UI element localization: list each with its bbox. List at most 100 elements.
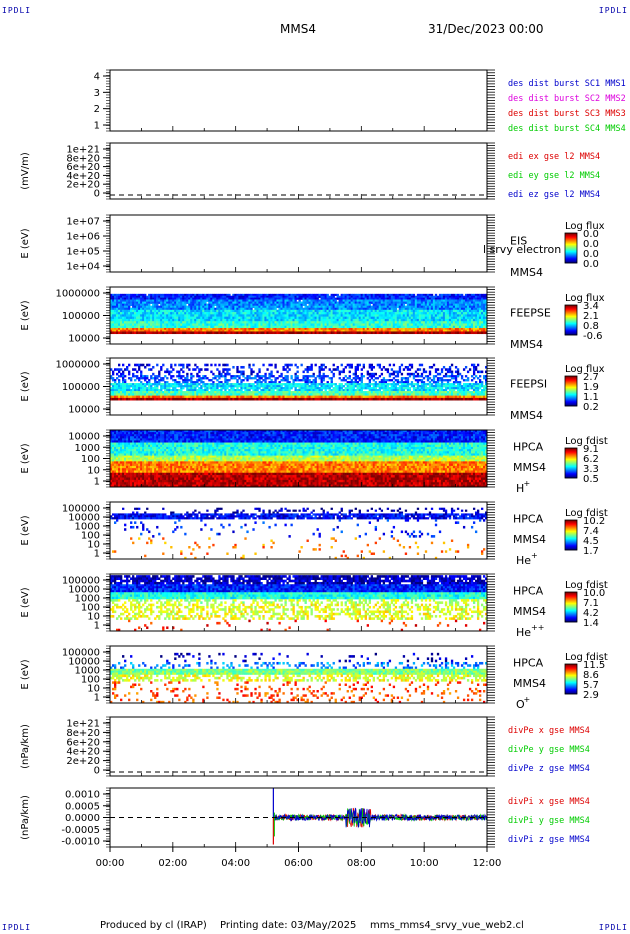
spectrogram-cell [374, 321, 378, 324]
spectrogram-cell [252, 383, 255, 386]
spectrogram-cell [116, 307, 119, 311]
spectrogram-cell [392, 301, 396, 304]
spectrogram-cell [242, 301, 245, 304]
spectrogram-cell [124, 301, 127, 304]
colorbar-step [565, 240, 577, 242]
spectrogram-cell [226, 293, 229, 297]
spectrogram-cell [420, 303, 424, 306]
spectrogram-cell [202, 305, 205, 309]
spectrogram-cell [142, 387, 145, 390]
spectrogram-cell [318, 329, 321, 332]
spectrogram-cell [400, 309, 404, 313]
spectrogram-cell [270, 323, 273, 327]
instrument-label-feepse: FEEPSE [510, 307, 551, 320]
spectrogram-cell [410, 323, 414, 327]
spectrogram-cell [250, 295, 253, 298]
spectrogram-cell [246, 387, 249, 390]
spectrogram-cell [424, 303, 428, 306]
spectrogram-cell [294, 316, 297, 320]
spectrogram-cell [452, 328, 456, 331]
spectrogram-cell [224, 301, 227, 304]
spectrogram-cell [284, 363, 287, 367]
spectrogram-cell [416, 387, 420, 390]
spectrogram-cell [416, 307, 420, 311]
spectrogram-cell [188, 387, 191, 390]
spectrogram-cell [322, 297, 325, 300]
spectrogram-cell [152, 314, 155, 317]
spectrogram-cell [346, 303, 349, 306]
spectrogram-cell [368, 321, 371, 324]
spectrogram-cell [334, 385, 337, 388]
spectrogram-cell [114, 307, 117, 311]
spectrogram-cell [426, 387, 430, 390]
colorbar-step [565, 234, 577, 236]
spectrogram-cell [118, 307, 121, 311]
spectrogram-cell [258, 323, 261, 327]
spectrogram-cell [328, 309, 331, 313]
spectrogram-cell [356, 309, 359, 313]
spectrogram-cell [224, 314, 227, 317]
spectrogram-cell [446, 312, 450, 315]
spectrogram-cell [186, 323, 189, 327]
spectrogram-cell [214, 375, 217, 378]
spectrogram-cell [210, 383, 213, 386]
spectrogram-cell [274, 383, 277, 386]
spectrogram-cell [254, 307, 257, 311]
spectrogram-cell [216, 295, 219, 298]
spectrogram-cell [206, 363, 209, 367]
spectrogram-cell [200, 293, 203, 297]
spectrogram-cell [368, 375, 371, 378]
spectrogram-cell [226, 329, 229, 332]
spectrogram-cell [430, 295, 434, 298]
spectrogram-cell [476, 329, 480, 332]
spectrogram-cell [262, 321, 265, 324]
spectrogram-cell [436, 323, 440, 327]
spectrogram-cell [470, 301, 474, 304]
spectrogram-cell [138, 293, 141, 297]
spectrogram-cell [338, 321, 341, 324]
spectrogram-cell [232, 329, 235, 332]
spectrogram-cell [370, 305, 373, 309]
spectrogram-cell [244, 295, 247, 298]
spectrogram-cell [124, 325, 127, 329]
spectrogram-cell [226, 379, 229, 382]
colorbar-title-feepse: Log flux [565, 293, 605, 304]
spectrogram-cell [460, 321, 464, 324]
spectrogram-cell [424, 307, 428, 311]
spectrogram-cell [280, 372, 283, 376]
spectrogram-cell [468, 331, 472, 335]
spectrogram-cell [442, 383, 446, 386]
spectrogram-cell [124, 293, 127, 297]
spectrogram-cell [302, 301, 305, 304]
spectrogram-cell [448, 385, 452, 388]
spectrogram-cell [276, 316, 279, 320]
spectrogram-cell [484, 293, 487, 297]
spectrogram-cell [168, 370, 171, 374]
spectrogram-cell [348, 363, 351, 367]
spectrogram-cell [238, 316, 241, 320]
spectrogram-cell [132, 301, 135, 304]
spectrogram-cell [188, 314, 191, 317]
spectrogram-cell [218, 318, 221, 322]
spectrogram-cell [402, 314, 406, 317]
colorbar-step [565, 259, 577, 261]
spectrogram-cell [424, 385, 428, 388]
spectrogram-cell [254, 375, 257, 378]
spectrogram-cell [440, 309, 444, 313]
spectrogram-cell [410, 381, 414, 384]
spectrogram-cell [372, 301, 376, 304]
spectrogram-cell [406, 331, 410, 335]
spectrogram-cell [370, 328, 373, 331]
spectrogram-cell [406, 387, 410, 390]
spectrogram-cell [336, 307, 339, 311]
spectrogram-cell [318, 307, 321, 311]
spectrogram-cell [124, 318, 127, 322]
spectrogram-cell [256, 305, 259, 309]
spectrogram-cell [118, 323, 121, 327]
spectrogram-cell [178, 381, 181, 384]
spectrogram-cell [110, 331, 113, 335]
spectrogram-cell [252, 316, 255, 320]
spectrogram-cell [284, 318, 287, 322]
spectrogram-cell [248, 387, 251, 390]
spectrogram-cell [242, 325, 245, 329]
